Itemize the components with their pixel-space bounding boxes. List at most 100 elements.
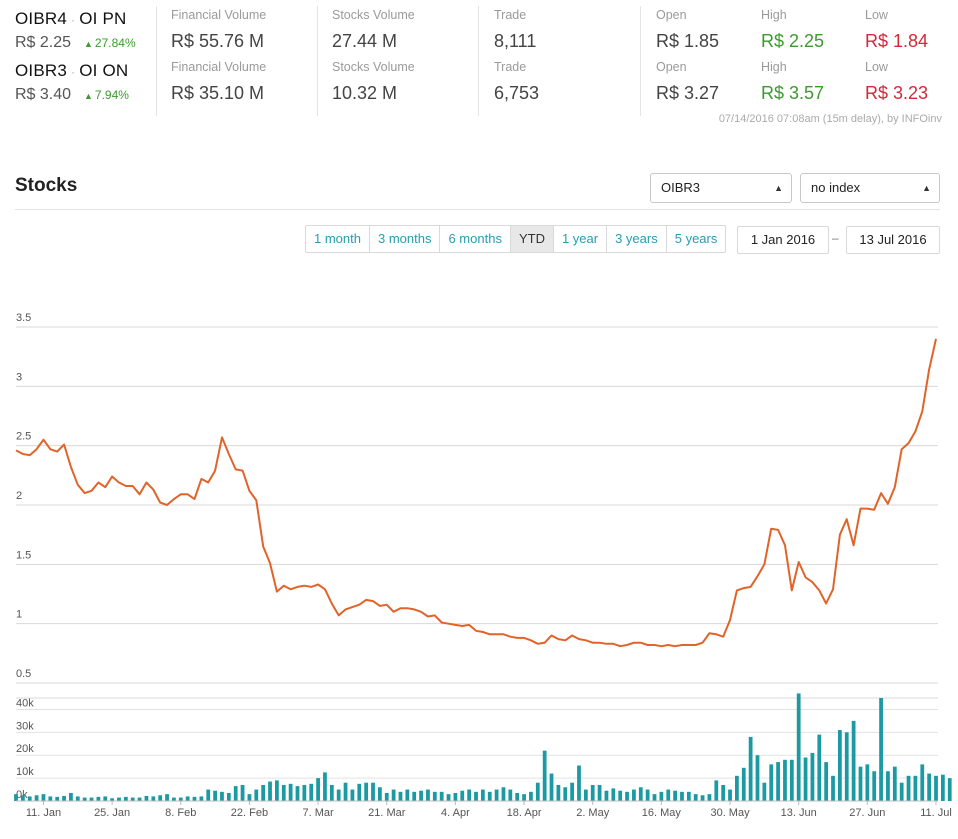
volume-bar[interactable] bbox=[940, 774, 945, 801]
volume-bar[interactable] bbox=[522, 794, 526, 801]
volume-bar[interactable] bbox=[55, 796, 60, 801]
volume-bar[interactable] bbox=[515, 792, 520, 801]
symbol-select[interactable]: OIBR3 ▲ bbox=[650, 173, 792, 203]
volume-bar[interactable] bbox=[803, 757, 808, 801]
volume-bar[interactable] bbox=[529, 791, 533, 801]
volume-bar[interactable] bbox=[666, 789, 671, 801]
volume-bar[interactable] bbox=[460, 790, 465, 801]
price-line[interactable] bbox=[15, 338, 937, 648]
volume-bar[interactable] bbox=[20, 795, 25, 801]
volume-bar[interactable] bbox=[41, 794, 46, 801]
volume-bar[interactable] bbox=[254, 789, 259, 801]
volume-bar[interactable] bbox=[535, 782, 540, 801]
volume-bar[interactable] bbox=[288, 783, 293, 801]
range-button-1-month[interactable]: 1 month bbox=[306, 226, 370, 252]
volume-bar[interactable] bbox=[34, 795, 39, 801]
volume-bar[interactable] bbox=[103, 796, 108, 801]
range-button-3-years[interactable]: 3 years bbox=[607, 226, 667, 252]
volume-bar[interactable] bbox=[508, 789, 513, 801]
volume-bar[interactable] bbox=[357, 783, 362, 801]
volume-bar[interactable] bbox=[453, 792, 458, 801]
volume-bar[interactable] bbox=[831, 775, 835, 801]
volume-bar[interactable] bbox=[563, 787, 568, 801]
volume-bar[interactable] bbox=[151, 796, 156, 801]
volume-bar[interactable] bbox=[178, 797, 183, 801]
volume-bar[interactable] bbox=[69, 792, 73, 801]
volume-bar[interactable] bbox=[872, 771, 877, 801]
volume-bar[interactable] bbox=[487, 791, 492, 801]
volume-bar[interactable] bbox=[364, 782, 369, 801]
volume-bar[interactable] bbox=[329, 784, 334, 801]
volume-bar[interactable] bbox=[110, 798, 115, 801]
volume-bar[interactable] bbox=[275, 780, 279, 801]
volume-bar[interactable] bbox=[769, 764, 774, 801]
volume-bar[interactable] bbox=[247, 794, 252, 801]
volume-bar[interactable] bbox=[226, 792, 231, 801]
volume-bar[interactable] bbox=[172, 797, 176, 801]
volume-bar[interactable] bbox=[645, 789, 650, 801]
volume-bar[interactable] bbox=[652, 794, 657, 801]
volume-bar[interactable] bbox=[384, 792, 389, 801]
volume-bar[interactable] bbox=[240, 784, 245, 801]
volume-bar[interactable] bbox=[625, 791, 629, 801]
volume-bar[interactable] bbox=[611, 788, 616, 801]
volume-bar[interactable] bbox=[577, 765, 581, 801]
volume-bar[interactable] bbox=[597, 784, 602, 801]
volume-bar[interactable] bbox=[123, 796, 128, 801]
range-button-1-year[interactable]: 1 year bbox=[554, 226, 608, 252]
volume-bar[interactable] bbox=[419, 790, 423, 801]
volume-bar[interactable] bbox=[556, 784, 561, 801]
volume-bar[interactable] bbox=[268, 781, 272, 801]
volume-bar[interactable] bbox=[783, 759, 787, 801]
volume-bar[interactable] bbox=[728, 789, 732, 801]
volume-bar[interactable] bbox=[371, 782, 375, 801]
range-button-6-months[interactable]: 6 months bbox=[440, 226, 511, 252]
volume-bar[interactable] bbox=[350, 789, 355, 801]
volume-bar[interactable] bbox=[886, 771, 890, 801]
volume-bar[interactable] bbox=[796, 693, 801, 801]
volume-bar[interactable] bbox=[158, 795, 163, 801]
volume-bar[interactable] bbox=[220, 791, 224, 801]
volume-bar[interactable] bbox=[892, 766, 897, 801]
volume-bar[interactable] bbox=[879, 698, 883, 801]
ticker-symbol[interactable]: OIBR4 bbox=[15, 9, 68, 28]
volume-bar[interactable] bbox=[913, 775, 918, 801]
volume-bar[interactable] bbox=[75, 796, 80, 801]
volume-bar[interactable] bbox=[638, 787, 643, 801]
volume-bar[interactable] bbox=[714, 780, 719, 801]
volume-bar[interactable] bbox=[377, 787, 382, 801]
volume-bar[interactable] bbox=[748, 736, 753, 801]
volume-bar[interactable] bbox=[762, 782, 767, 801]
volume-bar[interactable] bbox=[810, 752, 815, 801]
volume-bar[interactable] bbox=[632, 789, 636, 801]
volume-bar[interactable] bbox=[27, 796, 32, 801]
volume-bar[interactable] bbox=[96, 796, 101, 801]
volume-bar[interactable] bbox=[947, 778, 952, 801]
volume-bar[interactable] bbox=[316, 778, 320, 801]
volume-bar[interactable] bbox=[549, 773, 554, 801]
volume-bar[interactable] bbox=[117, 797, 121, 801]
range-button-5-years[interactable]: 5 years bbox=[674, 231, 718, 246]
volume-bar[interactable] bbox=[343, 782, 348, 801]
volume-bar[interactable] bbox=[432, 791, 437, 801]
volume-bar[interactable] bbox=[206, 789, 211, 801]
volume-bar[interactable] bbox=[185, 796, 190, 801]
volume-bar[interactable] bbox=[659, 791, 664, 801]
volume-bar[interactable] bbox=[618, 790, 623, 801]
volume-bar[interactable] bbox=[776, 762, 780, 801]
volume-bar[interactable] bbox=[391, 789, 396, 801]
volume-bar[interactable] bbox=[165, 794, 169, 801]
volume-bar[interactable] bbox=[858, 766, 863, 801]
volume-bar[interactable] bbox=[137, 797, 142, 801]
volume-bar[interactable] bbox=[439, 791, 444, 801]
volume-bar[interactable] bbox=[480, 789, 485, 801]
volume-bar[interactable] bbox=[824, 762, 829, 801]
volume-bar[interactable] bbox=[501, 787, 506, 801]
volume-bar[interactable] bbox=[817, 734, 822, 801]
volume-bar[interactable] bbox=[405, 789, 410, 801]
volume-bar[interactable] bbox=[583, 789, 588, 801]
volume-bar[interactable] bbox=[82, 797, 87, 801]
volume-bar[interactable] bbox=[542, 750, 547, 801]
volume-bar[interactable] bbox=[467, 789, 472, 801]
volume-bar[interactable] bbox=[693, 794, 698, 801]
